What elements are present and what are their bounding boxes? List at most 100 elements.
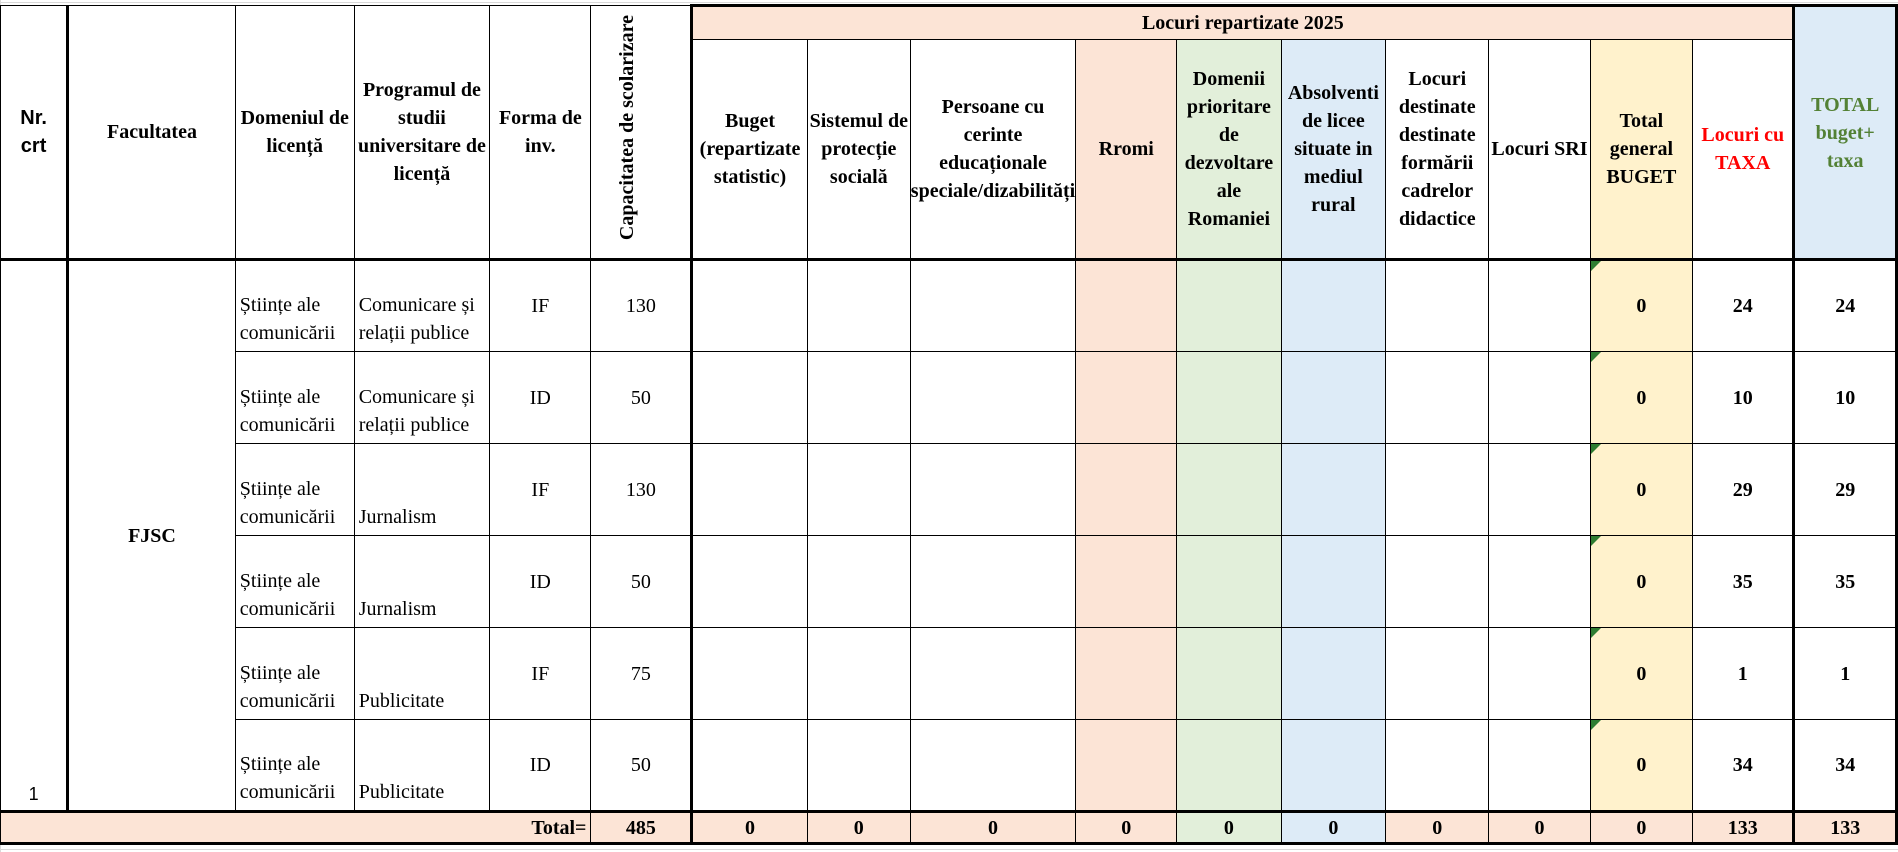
total-cerinte: 0 xyxy=(909,810,1077,845)
table-row: 1 FJSC Științe ale comunicării Comunicar… xyxy=(0,259,1898,812)
cell-sri xyxy=(1488,443,1591,536)
cell-taxa: 10 xyxy=(1692,351,1795,444)
cell-rromi xyxy=(1075,443,1178,536)
table-row: Științe ale comunicării Jurnalism IF 130… xyxy=(1,443,1898,536)
cell-sri xyxy=(1488,259,1591,352)
cell-sri xyxy=(1488,719,1591,812)
cell-program: Comunicare și relații publice xyxy=(353,259,491,352)
header-domenii-prioritare: Domenii prioritare de dezvoltare ale Rom… xyxy=(1176,39,1282,261)
cell-cerinte xyxy=(909,443,1077,536)
cell-forma: IF xyxy=(489,259,592,352)
cell-domeniul: Științe ale comunicării xyxy=(234,443,355,536)
table-row: Științe ale comunicării Comunicare și re… xyxy=(1,351,1898,444)
cell-total-buget: 0 xyxy=(1589,443,1694,536)
table-row: Științe ale comunicării Publicitate ID 5… xyxy=(1,719,1898,812)
cell-taxa: 1 xyxy=(1692,627,1795,720)
cell-cerinte xyxy=(909,627,1077,720)
cell-protectie xyxy=(806,443,911,536)
cell-didactice xyxy=(1385,535,1490,628)
total-buget: 0 xyxy=(690,810,808,845)
cell-total: 10 xyxy=(1792,351,1898,444)
cell-forma: ID xyxy=(489,535,592,628)
cell-taxa: 34 xyxy=(1692,719,1795,812)
cell-program: Comunicare și relații publice xyxy=(353,351,491,444)
cell-program: Jurnalism xyxy=(353,535,491,628)
cell-domenii xyxy=(1176,443,1282,536)
cell-total-buget: 0 xyxy=(1589,351,1694,444)
cell-protectie xyxy=(806,719,911,812)
cell-total-buget: 0 xyxy=(1589,719,1694,812)
cell-cerinte xyxy=(909,259,1077,352)
cell-program: Publicitate xyxy=(353,627,491,720)
header-cerinte-speciale: Persoane cu cerinte educaționale special… xyxy=(909,39,1077,261)
header-capacitatea: Capacitatea de scolarizare xyxy=(590,5,693,261)
cell-cerinte xyxy=(909,535,1077,628)
total-absolventi: 0 xyxy=(1280,810,1387,845)
total-taxa: 133 xyxy=(1692,810,1795,845)
cell-capacitate: 75 xyxy=(590,627,693,720)
cell-total: 35 xyxy=(1792,535,1898,628)
cell-buget xyxy=(690,259,808,352)
table-row: Științe ale comunicării Jurnalism ID 50 … xyxy=(1,535,1898,628)
header-cadre-didactice: Locuri destinate destinate formării cadr… xyxy=(1385,39,1490,261)
total-sri: 0 xyxy=(1488,810,1591,845)
cell-capacitate: 130 xyxy=(590,443,693,536)
cell-rromi xyxy=(1075,535,1178,628)
header-total-buget-taxa: TOTAL buget+ taxa xyxy=(1792,4,1898,261)
cell-total: 24 xyxy=(1792,259,1898,352)
cell-buget xyxy=(690,627,808,720)
cell-forma: IF xyxy=(489,443,592,536)
cell-buget xyxy=(690,351,808,444)
cell-buget xyxy=(690,535,808,628)
cell-rromi xyxy=(1075,351,1178,444)
cell-sri xyxy=(1488,351,1591,444)
cell-program: Publicitate xyxy=(353,719,491,812)
cell-total: 29 xyxy=(1792,443,1898,536)
cell-taxa: 24 xyxy=(1692,259,1795,352)
cell-domenii xyxy=(1176,351,1282,444)
header-rromi: Rromi xyxy=(1075,39,1178,261)
cell-domeniul: Științe ale comunicării xyxy=(234,259,355,352)
cell-domenii xyxy=(1176,535,1282,628)
cell-absolventi xyxy=(1280,719,1387,812)
cell-absolventi xyxy=(1280,443,1387,536)
header-protectie-sociala: Sistemul de protecție socială xyxy=(806,39,911,261)
cell-sri xyxy=(1488,535,1591,628)
total-capacitate: 485 xyxy=(590,810,693,845)
faculty-name: FJSC xyxy=(67,259,236,812)
cell-rromi xyxy=(1075,719,1178,812)
cell-absolventi xyxy=(1280,627,1387,720)
cell-capacitate: 50 xyxy=(590,351,693,444)
cell-domeniul: Științe ale comunicării xyxy=(234,719,355,812)
cell-protectie xyxy=(806,259,911,352)
cell-total-buget: 0 xyxy=(1589,259,1694,352)
cell-forma: ID xyxy=(489,719,592,812)
total-domenii: 0 xyxy=(1176,810,1282,845)
header-forma: Forma de inv. xyxy=(489,5,592,261)
totals-label: Total= xyxy=(0,810,592,845)
cell-rromi xyxy=(1075,627,1178,720)
header-total-buget: Total general BUGET xyxy=(1589,39,1694,261)
cell-capacitate: 50 xyxy=(590,719,693,812)
header-nr-crt: Nr. crt xyxy=(0,5,70,261)
total-all: 133 xyxy=(1792,810,1898,845)
total-rromi: 0 xyxy=(1075,810,1178,845)
cell-domenii xyxy=(1176,259,1282,352)
cell-forma: IF xyxy=(489,627,592,720)
header-locuri-taxa: Locuri cu TAXA xyxy=(1692,39,1795,261)
cell-capacitate: 130 xyxy=(590,259,693,352)
table-row: Științe ale comunicării Publicitate IF 7… xyxy=(1,627,1898,720)
header-facultatea: Facultatea xyxy=(67,5,236,261)
header-buget: Buget (repartizate statistic) xyxy=(690,39,808,261)
cell-total: 1 xyxy=(1792,627,1898,720)
cell-taxa: 29 xyxy=(1692,443,1795,536)
total-total-buget: 0 xyxy=(1589,810,1694,845)
cell-sri xyxy=(1488,627,1591,720)
row-nr: 1 xyxy=(0,259,70,812)
header-domeniul: Domeniul de licență xyxy=(234,5,355,261)
totals-row: Total= 485 0 0 0 0 0 0 0 0 0 133 133 xyxy=(0,810,1898,845)
cell-domeniul: Științe ale comunicării xyxy=(234,627,355,720)
gridline xyxy=(0,849,1898,850)
cell-domenii xyxy=(1176,719,1282,812)
cell-protectie xyxy=(806,627,911,720)
